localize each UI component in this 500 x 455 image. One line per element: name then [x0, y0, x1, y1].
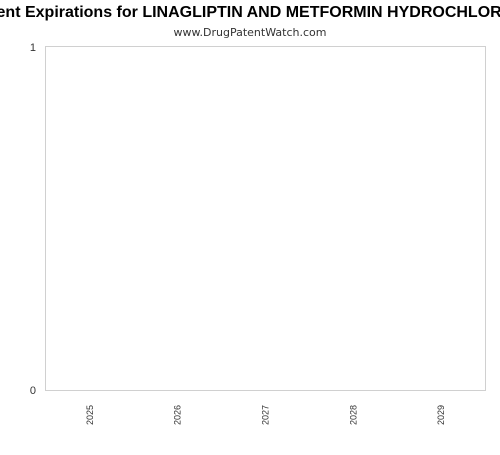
x-tick-label: 2027	[261, 405, 271, 425]
y-tick-label: 0	[30, 385, 36, 397]
chart-subtitle: www.DrugPatentWatch.com	[174, 26, 327, 39]
y-tick-label: 1	[30, 42, 36, 54]
chart-title: Patent Expirations for LINAGLIPTIN AND M…	[0, 4, 500, 21]
x-tick-label: 2029	[436, 405, 446, 425]
plot-area	[46, 47, 486, 391]
x-tick-label: 2025	[85, 405, 95, 425]
y-axis: 01	[30, 42, 36, 397]
x-tick-label: 2028	[348, 405, 358, 425]
x-tick-label: 2026	[173, 405, 183, 425]
x-axis: 2025 2026 2027 2028 2029	[85, 405, 446, 425]
